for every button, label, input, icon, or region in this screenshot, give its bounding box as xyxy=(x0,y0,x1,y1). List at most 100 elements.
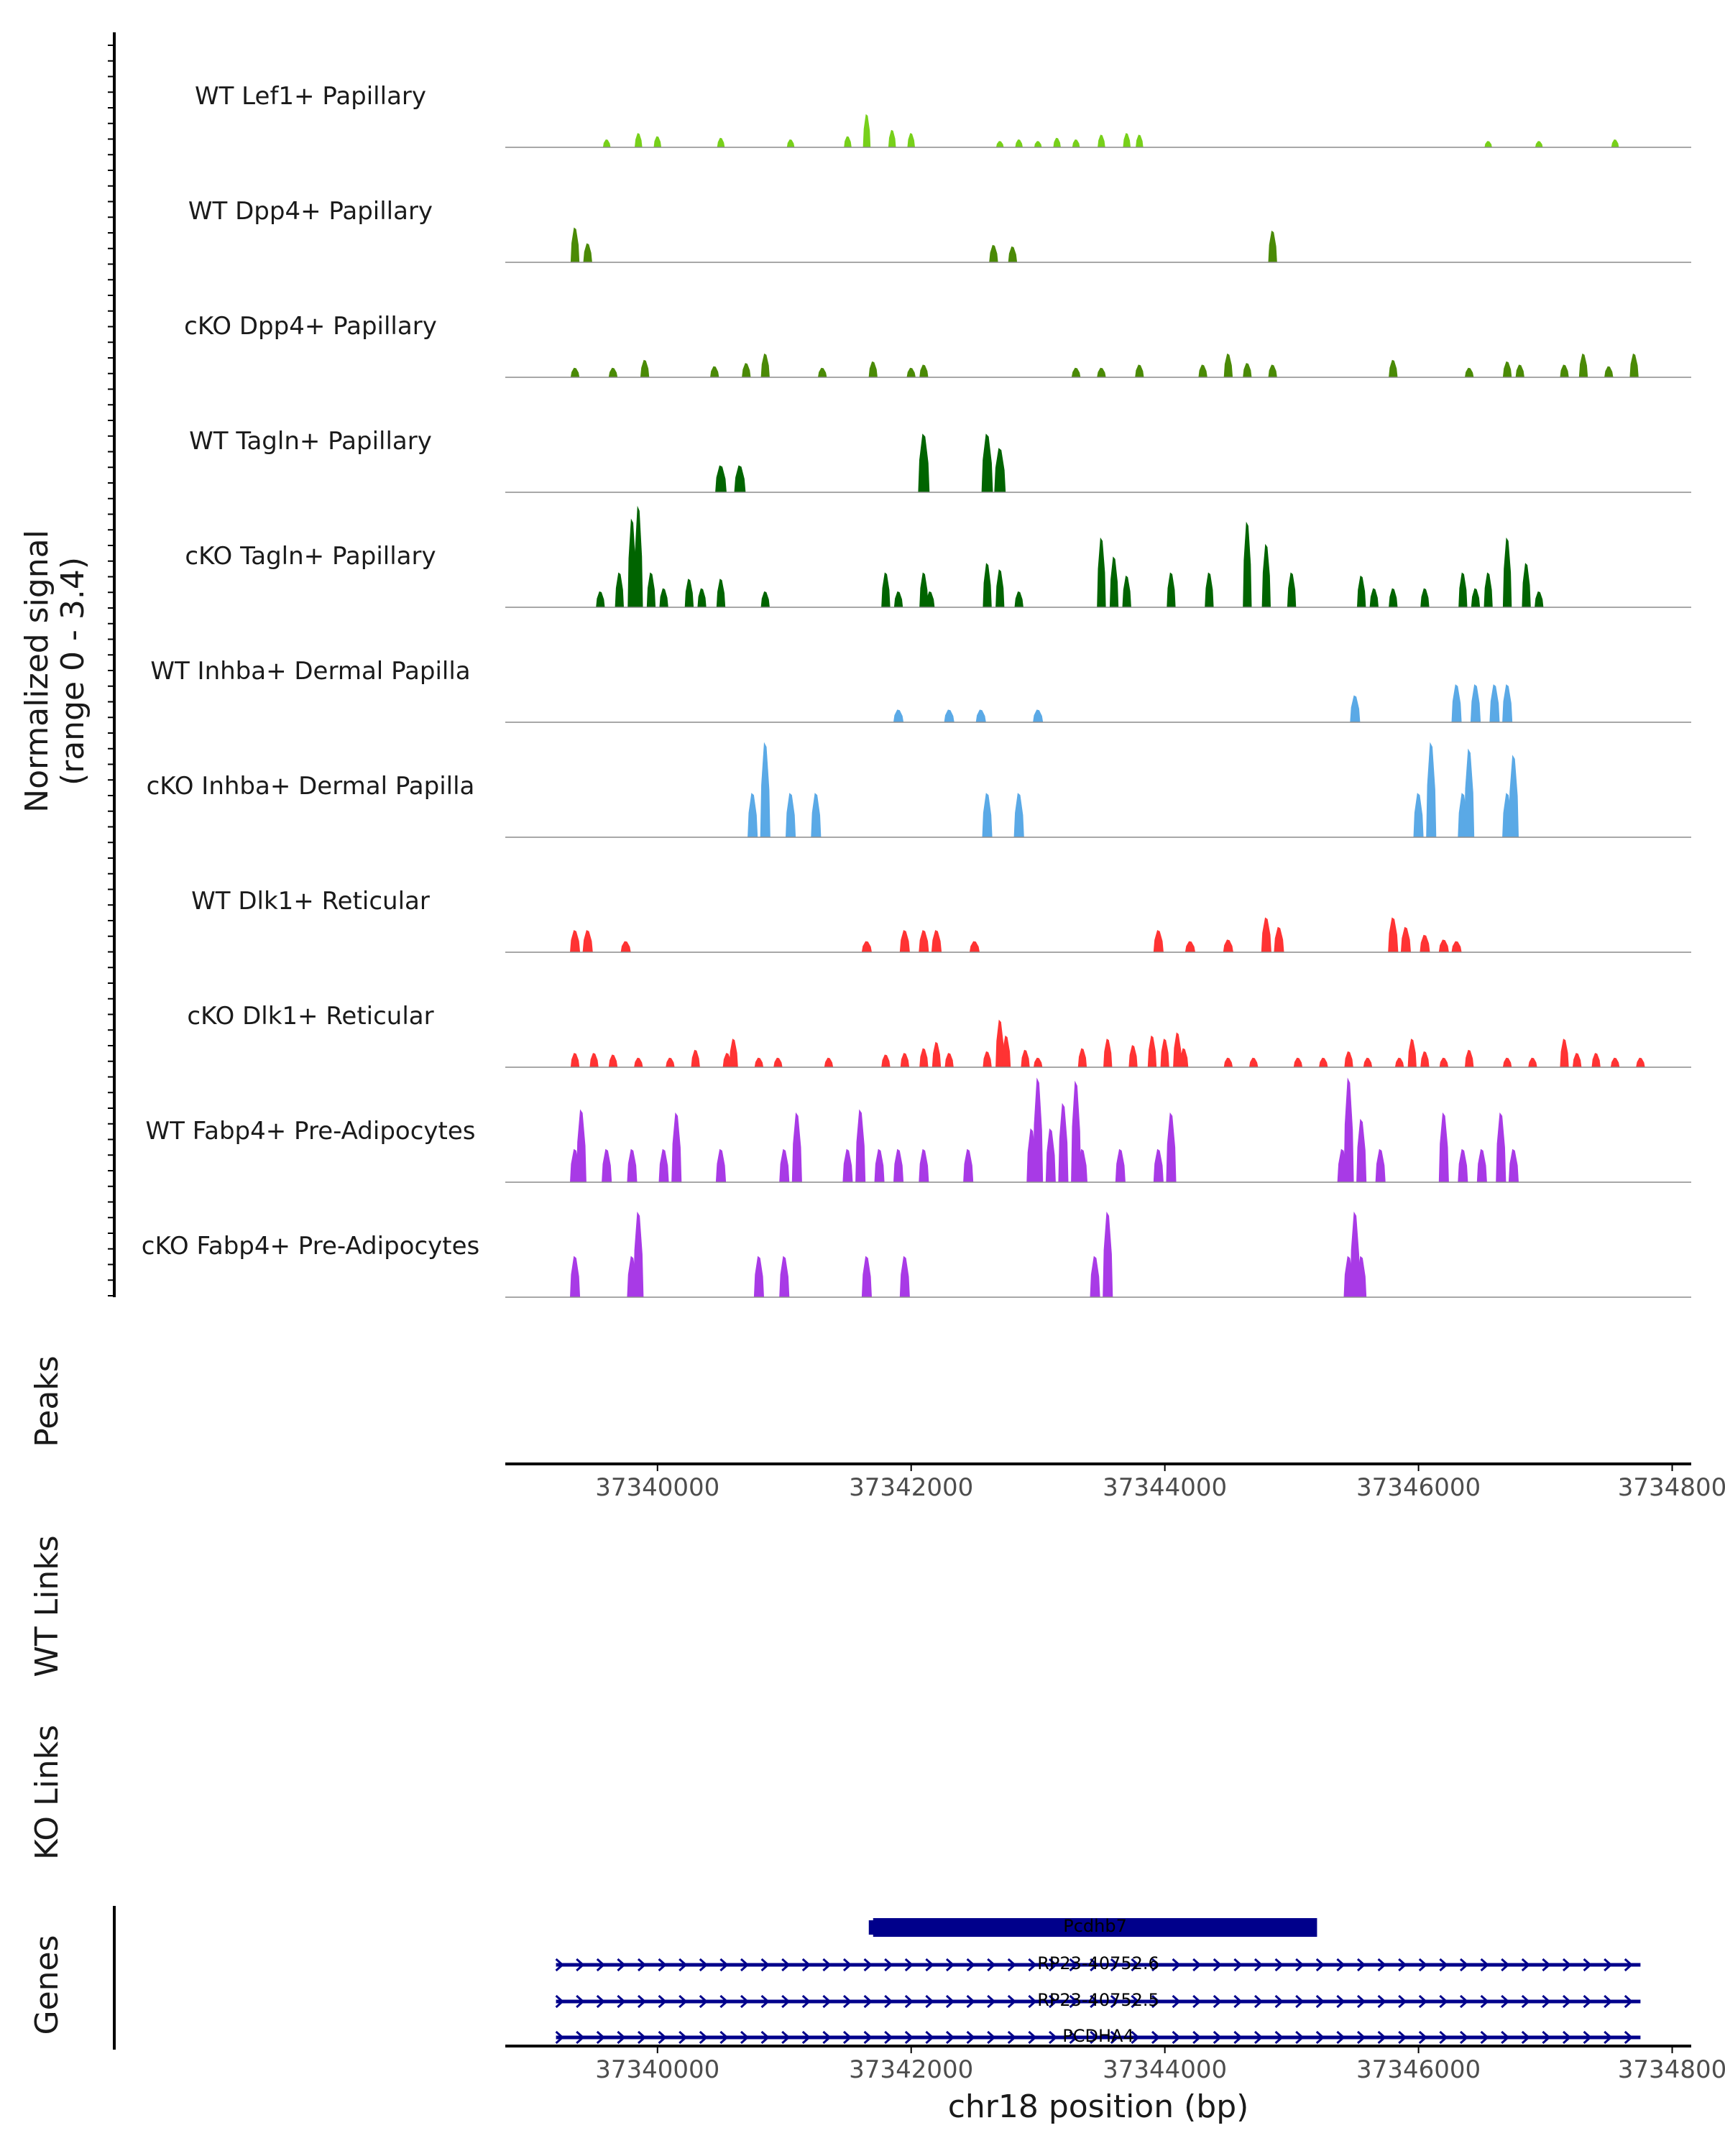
track-wt-tagln-papillary: WT Tagln+ Papillary xyxy=(189,427,1691,493)
gene-pcdhb7: Pcdhb7 xyxy=(868,1916,1317,1937)
strand-arrow xyxy=(822,1994,832,2009)
strand-arrow xyxy=(1459,1958,1469,1972)
coverage-peak xyxy=(1097,537,1106,607)
coverage-peak xyxy=(1438,1112,1449,1182)
coverage-peak xyxy=(1053,137,1061,147)
coverage-peak xyxy=(1179,1048,1189,1067)
coverage-peak xyxy=(1471,588,1481,607)
coverage-peak xyxy=(791,1112,802,1182)
coverage-peak xyxy=(691,1049,700,1067)
strand-arrow xyxy=(1213,1994,1223,2009)
coverage-peak xyxy=(1071,1080,1082,1182)
strand-arrow xyxy=(822,1958,832,1972)
coverage-peak xyxy=(1464,748,1475,837)
coverage-peak xyxy=(944,709,954,722)
x-tick-label: 37344000 xyxy=(1103,2055,1227,2084)
strand-arrow xyxy=(1624,1958,1634,1972)
strand-arrow xyxy=(1151,1958,1161,1972)
strand-arrow xyxy=(1213,1958,1223,1972)
strand-arrow xyxy=(1501,1994,1510,2009)
strand-arrow xyxy=(596,2030,606,2045)
coverage-peak xyxy=(1128,1045,1138,1067)
coverage-peak xyxy=(1484,572,1493,607)
coverage-peak xyxy=(1375,1148,1386,1182)
coverage-peak xyxy=(1115,1148,1126,1182)
coverage-peak xyxy=(861,941,872,952)
track-label: cKO Dpp4+ Papillary xyxy=(184,312,437,341)
strand-arrow xyxy=(1542,1994,1551,2009)
strand-arrow xyxy=(678,1994,688,2009)
coverage-peak xyxy=(1261,917,1271,952)
coverage-peak xyxy=(881,1054,891,1067)
coverage-peak xyxy=(1578,353,1588,377)
strand-arrow xyxy=(555,2030,564,2045)
coverage-peak xyxy=(1350,695,1361,722)
strand-arrow xyxy=(1439,1994,1448,2009)
strand-arrow xyxy=(781,1994,791,2009)
coverage-peak xyxy=(1045,1128,1056,1182)
wt-links-panel-label: WT Links xyxy=(29,1535,65,1677)
strand-arrow xyxy=(904,1958,914,1972)
strand-arrow xyxy=(1604,1994,1613,2009)
coverage-peak xyxy=(786,139,795,147)
coverage-peak xyxy=(995,569,1005,607)
coverage-peak xyxy=(1268,230,1277,262)
coverage-peak xyxy=(684,579,694,607)
coverage-peak xyxy=(1136,134,1144,147)
coverage-peak xyxy=(1451,684,1462,722)
track-label: cKO Dlk1+ Reticular xyxy=(187,1002,433,1031)
coverage-peak xyxy=(570,227,580,262)
x-tick-label: 37342000 xyxy=(849,2055,973,2084)
strand-arrow xyxy=(925,1958,934,1972)
strand-arrow xyxy=(760,2030,770,2045)
strand-arrow xyxy=(596,1958,606,1972)
strand-arrow xyxy=(1233,2030,1243,2045)
strand-arrow xyxy=(1110,1958,1120,1972)
coverage-peak xyxy=(1098,134,1105,147)
strand-arrow xyxy=(1007,1958,1017,1972)
track-wt-inhba-dermal-papilla: WT Inhba+ Dermal Papilla xyxy=(150,657,1691,723)
coverage-peak xyxy=(1198,364,1208,377)
coverage-peak xyxy=(1097,367,1106,377)
coverage-peak xyxy=(1502,684,1513,722)
coverage-peak xyxy=(760,353,770,377)
coverage-peak xyxy=(1508,1148,1519,1182)
coverage-peak xyxy=(1153,1148,1164,1182)
strand-arrow xyxy=(1007,2030,1017,2045)
strand-arrow xyxy=(1562,1994,1572,2009)
strand-arrow xyxy=(1233,1994,1243,2009)
coverage-peak xyxy=(1420,934,1430,952)
coverage-peak xyxy=(1184,941,1195,952)
coverage-peak xyxy=(1476,1148,1487,1182)
coverage-peak xyxy=(659,588,668,607)
coverage-peak xyxy=(666,1057,675,1067)
strand-arrow xyxy=(1583,1994,1592,2009)
strand-arrow xyxy=(1521,1994,1531,2009)
strand-arrow xyxy=(1090,2030,1099,2045)
strand-arrow xyxy=(555,1958,564,1972)
strand-arrow xyxy=(576,1994,585,2009)
strand-arrow xyxy=(1069,2030,1078,2045)
strand-arrow xyxy=(925,2030,934,2045)
coverage-peak xyxy=(995,141,1004,147)
coverage-peak xyxy=(653,136,662,147)
coverage-peak xyxy=(1458,572,1468,607)
coverage-peak xyxy=(1451,941,1462,952)
strand-arrow xyxy=(1521,1958,1531,1972)
strand-arrow xyxy=(1336,1994,1346,2009)
coverage-peak xyxy=(926,591,935,607)
coverage-peak xyxy=(893,709,904,722)
coverage-peak xyxy=(634,1057,643,1067)
coverage-peak xyxy=(1528,1057,1537,1067)
coverage-peak xyxy=(786,793,796,837)
coverage-peak xyxy=(1205,572,1214,607)
coverage-peak xyxy=(715,465,727,492)
coverage-peak xyxy=(1033,709,1044,722)
coverage-peak xyxy=(1502,537,1512,607)
coverage-peak xyxy=(1489,684,1500,722)
coverage-peak xyxy=(1394,1057,1404,1067)
strand-arrow xyxy=(740,1958,750,1972)
strand-arrow xyxy=(1254,1958,1264,1972)
strand-arrow xyxy=(1562,1958,1572,1972)
